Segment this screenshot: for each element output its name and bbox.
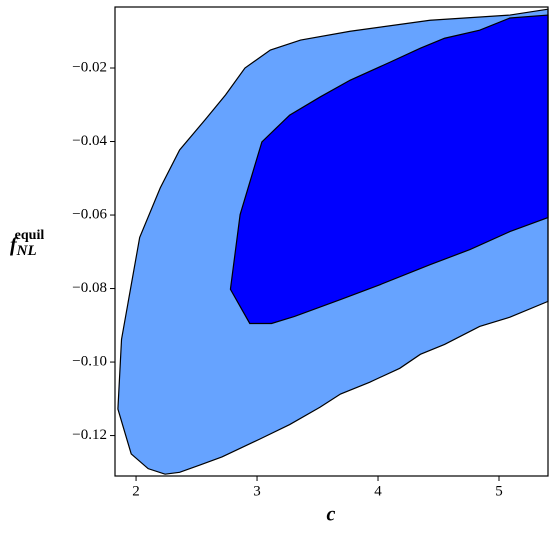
- x-tick-label: 2: [132, 483, 140, 499]
- y-tick-label: −0.12: [72, 427, 107, 443]
- y-tick-label: −0.10: [72, 353, 107, 369]
- x-axis-label: c: [327, 504, 336, 526]
- y-tick-label: −0.08: [72, 280, 107, 296]
- plot-frame: [114, 6, 549, 477]
- y-tick-label: −0.02: [72, 59, 107, 75]
- y-label-base: f: [10, 234, 19, 256]
- x-tick-label: 4: [374, 483, 382, 499]
- y-label-sup: equil: [15, 228, 45, 243]
- y-tick-label: −0.04: [72, 133, 107, 149]
- y-label-sub: NL: [16, 243, 37, 259]
- y-axis-label: fNLequil: [10, 228, 44, 259]
- x-tick-label: 3: [253, 483, 261, 499]
- y-tick-label: −0.06: [72, 206, 107, 222]
- x-tick-label: 5: [495, 483, 503, 499]
- contour-region: [229, 14, 549, 325]
